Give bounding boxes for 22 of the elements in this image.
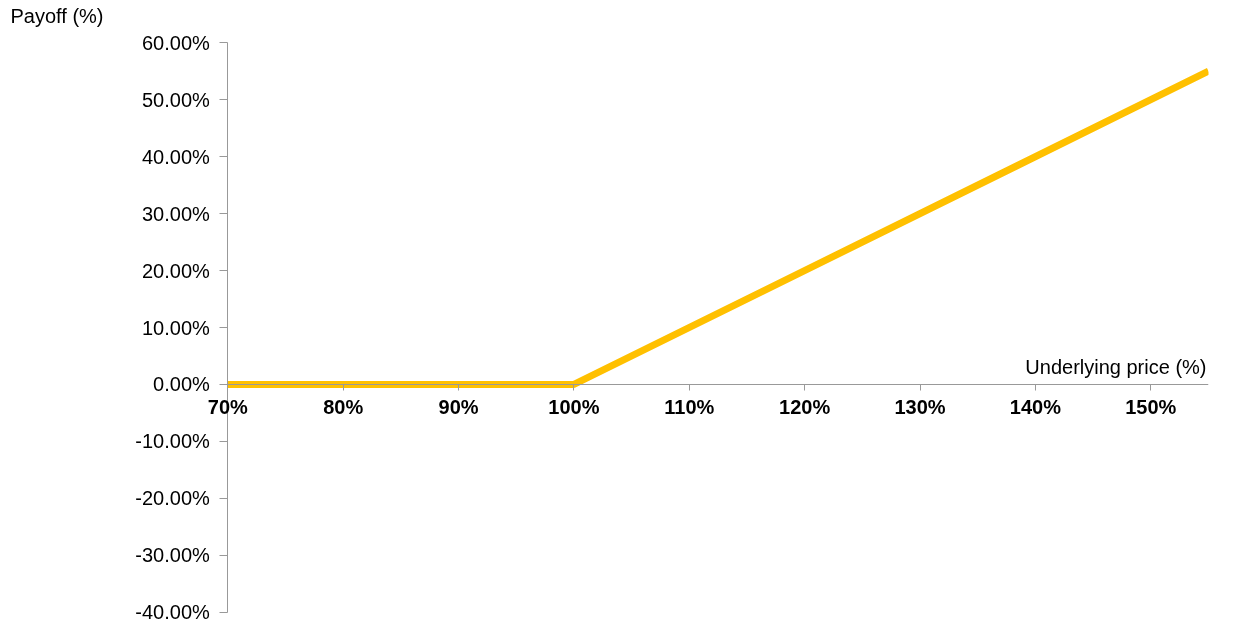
y-axis-title: Payoff (%) (10, 4, 104, 27)
y-tick-label: 40.00% (141, 145, 211, 168)
x-tick-label: 150% (1125, 396, 1177, 419)
y-tick-label: -40.00% (135, 601, 211, 624)
y-tick-label: 20.00% (141, 259, 211, 282)
x-axis-title: Underlying price (%) (1025, 356, 1207, 379)
y-tick-label: 10.00% (141, 316, 211, 339)
x-tick-label: 90% (438, 396, 479, 419)
x-tick-label: 120% (779, 396, 831, 419)
y-tick-label: 60.00% (141, 31, 211, 54)
x-tick-label: 70% (207, 396, 249, 419)
y-tick-label: 0.00% (153, 373, 211, 396)
y-tick-label: -30.00% (135, 544, 211, 567)
x-tick-label: 140% (1009, 396, 1062, 419)
y-tick-label: -10.00% (135, 430, 211, 453)
x-tick-label: 80% (323, 396, 364, 419)
x-tick-label: 130% (894, 396, 946, 419)
y-tick-label: 50.00% (141, 88, 211, 111)
x-tick-label: 110% (664, 396, 715, 419)
y-tick-label: 30.00% (141, 202, 211, 225)
y-tick-label: -20.00% (135, 487, 211, 510)
x-tick-label: 100% (548, 396, 600, 419)
